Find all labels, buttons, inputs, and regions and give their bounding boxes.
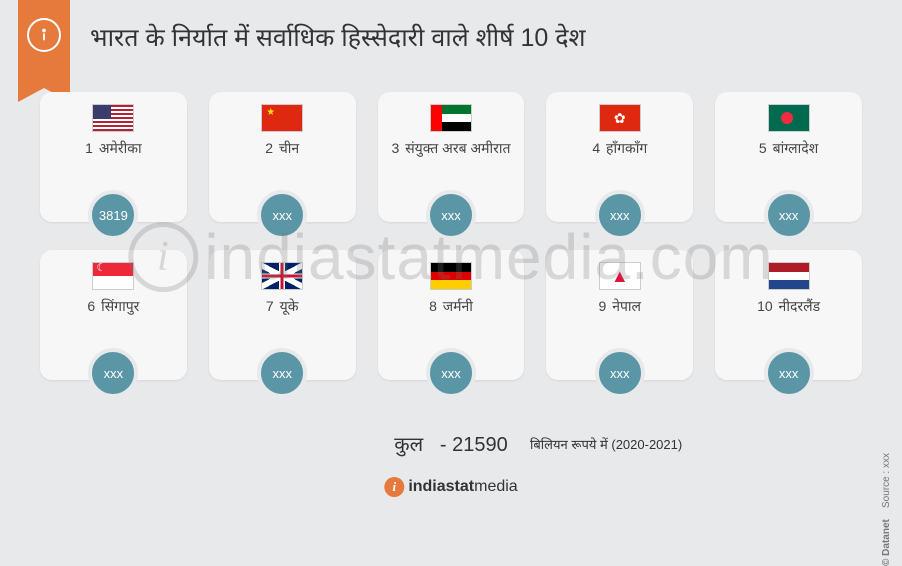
- value-badge: xxx: [257, 348, 307, 398]
- country-card: ✿4 हॉंगकॉंगxxx: [546, 92, 693, 222]
- flag-icon: [768, 104, 810, 132]
- country-label: 1 अमेरीका: [40, 140, 187, 158]
- header-ribbon: [18, 0, 70, 88]
- country-label: 4 हॉंगकॉंग: [546, 140, 693, 158]
- country-name: सिंगापुर: [101, 298, 139, 314]
- value-badge: xxx: [595, 348, 645, 398]
- country-name: चीन: [279, 140, 299, 156]
- country-grid: 1 अमेरीका38192 चीनxxx3 संयुक्त अरब अमीरा…: [40, 92, 862, 380]
- country-label: 10 नीदरलैंड: [715, 298, 862, 316]
- country-card: 3 संयुक्त अरब अमीरातxxx: [378, 92, 525, 222]
- flag-icon: [430, 262, 472, 290]
- value-badge: 3819: [88, 190, 138, 240]
- country-label: 7 यूके: [209, 298, 356, 316]
- country-name: संयुक्त अरब अमीरात: [405, 140, 510, 156]
- total-value: - 21590: [440, 434, 508, 456]
- country-card: 5 बांग्लादेशxxx: [715, 92, 862, 222]
- rank: 5: [759, 140, 767, 156]
- value-badge: xxx: [426, 190, 476, 240]
- country-card: 8 जर्मनीxxx: [378, 250, 525, 380]
- country-label: 8 जर्मनी: [378, 298, 525, 316]
- flag-icon: ✿: [599, 104, 641, 132]
- rank: 8: [429, 298, 437, 314]
- country-name: अमेरीका: [99, 140, 142, 156]
- rank: 4: [592, 140, 600, 156]
- flag-icon: [768, 262, 810, 290]
- country-name: बांग्लादेश: [773, 140, 819, 156]
- country-card: ▲9 नेपालxxx: [546, 250, 693, 380]
- country-label: 9 नेपाल: [546, 298, 693, 316]
- brand-text: indiastatmedia: [408, 478, 517, 496]
- total-row: कुल - 21590: [0, 430, 902, 457]
- side-credits: © Datanet Source : xxx: [881, 453, 892, 566]
- rank: 9: [599, 298, 607, 314]
- country-card: 7 यूकेxxx: [209, 250, 356, 380]
- page-title: भारत के निर्यात में सर्वाधिक हिस्सेदारी …: [90, 20, 872, 54]
- flag-icon: [261, 262, 303, 290]
- rank: 6: [87, 298, 95, 314]
- country-card: 1 अमेरीका3819: [40, 92, 187, 222]
- rank: 2: [265, 140, 273, 156]
- value-badge: xxx: [764, 348, 814, 398]
- value-badge: xxx: [257, 190, 307, 240]
- country-card: 6 सिंगापुरxxx: [40, 250, 187, 380]
- rank: 1: [85, 140, 93, 156]
- country-name: जर्मनी: [443, 298, 473, 314]
- value-badge: xxx: [88, 348, 138, 398]
- country-name: नेपाल: [612, 298, 641, 314]
- country-label: 2 चीन: [209, 140, 356, 158]
- rank: 3: [392, 140, 400, 156]
- country-name: यूके: [280, 298, 299, 314]
- country-name: नीदरलैंड: [779, 298, 821, 314]
- value-badge: xxx: [426, 348, 476, 398]
- brand-icon: i: [384, 477, 404, 497]
- country-label: 3 संयुक्त अरब अमीरात: [378, 140, 525, 158]
- flag-icon: ▲: [599, 262, 641, 290]
- country-name: हॉंगकॉंग: [606, 140, 647, 156]
- country-card: 10 नीदरलैंडxxx: [715, 250, 862, 380]
- flag-icon: [261, 104, 303, 132]
- flag-icon: [92, 262, 134, 290]
- info-icon: [27, 18, 61, 52]
- country-label: 5 बांग्लादेश: [715, 140, 862, 158]
- rank: 10: [757, 298, 773, 314]
- country-card: 2 चीनxxx: [209, 92, 356, 222]
- country-label: 6 सिंगापुर: [40, 298, 187, 316]
- value-badge: xxx: [764, 190, 814, 240]
- rank: 7: [266, 298, 274, 314]
- total-label: कुल: [394, 434, 423, 456]
- flag-icon: [92, 104, 134, 132]
- brand-logo: i indiastatmedia: [384, 477, 517, 497]
- flag-icon: [430, 104, 472, 132]
- value-badge: xxx: [595, 190, 645, 240]
- unit-note: बिलियन रूपये में (2020-2021): [530, 435, 682, 453]
